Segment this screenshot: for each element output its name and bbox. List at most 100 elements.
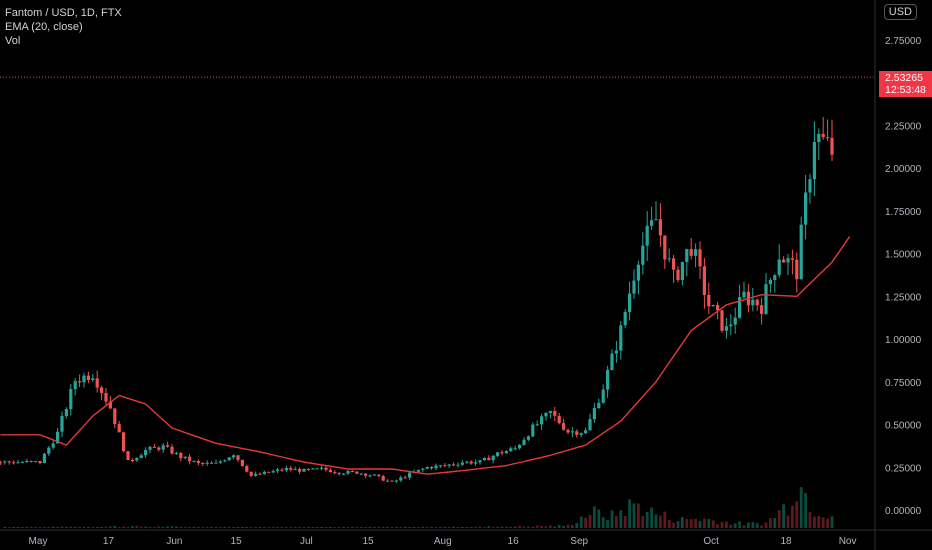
candle-body [676, 269, 680, 280]
volume-bar [425, 527, 429, 528]
candle-body [346, 471, 350, 474]
candle-body [804, 192, 808, 225]
volume-bar [637, 503, 640, 528]
volume-bar [531, 526, 535, 528]
volume-bar [161, 527, 165, 528]
candle-body [126, 451, 130, 460]
candle-body [179, 452, 183, 459]
volume-bar [593, 506, 596, 528]
volume-bar [249, 527, 253, 528]
candle-body [34, 461, 38, 463]
volume-bar [597, 509, 601, 528]
candle-body [416, 469, 420, 472]
volume-bar [725, 521, 728, 528]
volume-bar [82, 526, 86, 528]
candle-body [751, 299, 755, 306]
candle-body [694, 249, 698, 256]
candle-body [144, 449, 148, 456]
volume-bar [707, 518, 711, 528]
volume-bar [78, 526, 81, 528]
candle-body [663, 235, 667, 260]
candle-body [29, 460, 33, 462]
candle-body [632, 280, 636, 294]
candle-body [108, 401, 112, 409]
candle-body [496, 452, 500, 456]
candle-body [702, 266, 706, 295]
volume-bar [232, 527, 235, 528]
volume-bar [456, 527, 460, 528]
candle-body [478, 460, 482, 463]
volume-bar [126, 527, 130, 528]
volume-bar [29, 527, 33, 528]
candle-body [284, 468, 288, 471]
candle-body [786, 258, 790, 263]
volume-bar [351, 527, 354, 528]
candle-body [20, 462, 24, 464]
candle-body [628, 293, 632, 313]
candle-body [324, 467, 328, 470]
volume-bar [302, 527, 306, 528]
candle-body [100, 387, 104, 394]
volume-bar [16, 527, 20, 528]
volume-bar [157, 526, 161, 528]
candle-body [333, 472, 337, 474]
last-price-tag: 2.53265 12:53:48 [879, 71, 932, 97]
volume-bar [267, 527, 271, 528]
candle-body [47, 447, 51, 454]
volume-bar [355, 527, 359, 528]
candle-body [650, 220, 654, 226]
candle-body [306, 468, 310, 470]
volume-bar [439, 527, 442, 528]
candle-body [232, 455, 236, 458]
candle-body [12, 462, 16, 464]
y-tick-label: 1.00000 [885, 335, 922, 346]
candle-body [421, 468, 425, 470]
candle-body [482, 457, 486, 461]
candle-body [729, 324, 733, 327]
candle-body [86, 375, 90, 380]
candle-body [742, 291, 746, 298]
volume-bar [51, 526, 55, 528]
volume-bar [808, 512, 812, 528]
candle-body [254, 473, 258, 476]
candle-body [276, 469, 280, 472]
volume-bar [421, 526, 425, 528]
volume-bar [685, 519, 689, 528]
volume-bar [337, 527, 341, 528]
ema-indicator-label[interactable]: EMA (20, close) [5, 21, 83, 33]
candle-body [425, 467, 429, 469]
candle-body [548, 411, 552, 413]
volume-bar [241, 527, 244, 528]
volume-bar [56, 527, 59, 528]
volume-bar [38, 527, 42, 528]
volume-bar [672, 522, 675, 528]
volume-bar [298, 527, 301, 528]
candle-body [183, 456, 187, 459]
volume-bar [505, 526, 508, 528]
candle-body [544, 412, 548, 417]
candle-body [830, 137, 834, 155]
candle-body [122, 432, 126, 452]
candle-body [214, 462, 218, 464]
volume-bar [412, 526, 416, 528]
x-tick-label: Jun [166, 536, 182, 547]
candle-body [298, 469, 302, 472]
candle-body [777, 259, 781, 276]
volume-bar [500, 526, 504, 528]
volume-bar [280, 527, 284, 528]
candle-body [667, 258, 671, 260]
volume-bar [483, 526, 486, 528]
volume-bar [307, 527, 310, 528]
candle-body [764, 284, 768, 314]
candle-body [447, 464, 451, 466]
currency-button[interactable]: USD [883, 4, 917, 20]
volume-indicator-label[interactable]: Vol [5, 35, 21, 47]
volume-bar [245, 527, 249, 528]
volume-bar [830, 516, 834, 528]
volume-bar [452, 526, 455, 528]
x-tick-label: Nov [839, 536, 857, 547]
candle-body [641, 245, 645, 265]
volume-bar [320, 527, 323, 528]
candle-body [262, 471, 266, 475]
